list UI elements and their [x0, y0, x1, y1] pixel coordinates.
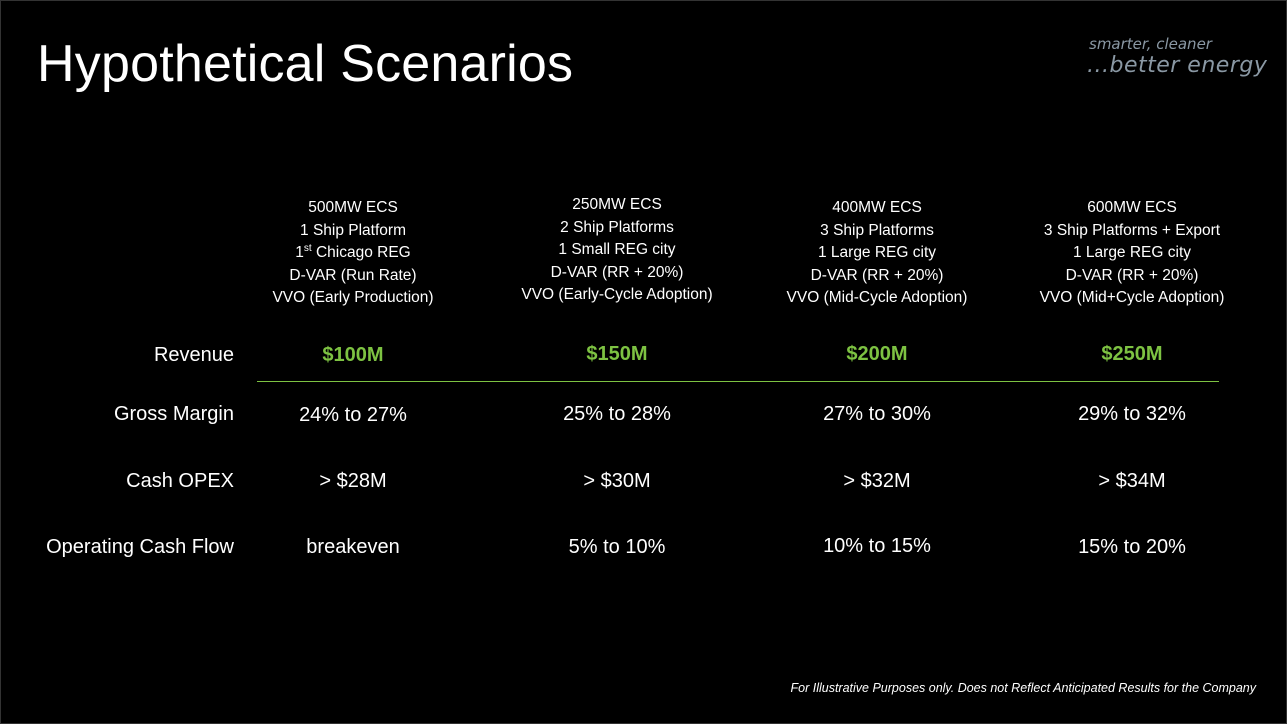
revenue-divider-line	[257, 381, 1219, 382]
scenario-4-line-2: 3 Ship Platforms + Export	[1043, 221, 1221, 239]
scenario-2-cash-opex: > $30M	[583, 470, 651, 492]
scenario-1-description: 500MW ECS 1 Ship Platform 1st Chicago RE…	[223, 197, 483, 310]
scenario-2-line-5: VVO (Early-Cycle Adoption)	[521, 286, 713, 303]
scenario-3-description: 400MW ECS 3 Ship Platforms 1 Large REG c…	[747, 197, 1007, 310]
scenario-2-operating-cash-flow: 5% to 10%	[568, 536, 666, 558]
scenario-3-line-5: VVO (Mid-Cycle Adoption)	[786, 289, 968, 306]
scenario-2-line-3: 1 Small REG city	[558, 241, 676, 258]
scenario-1-ordinal: 1	[295, 244, 304, 261]
scenario-2-gross-margin: 25% to 28%	[563, 403, 671, 425]
scenario-1-gross-margin: 24% to 27%	[299, 404, 407, 426]
scenario-2-description: 250MW ECS 2 Ship Platforms 1 Small REG c…	[487, 194, 747, 307]
scenario-1-line-2: 1 Ship Platform	[300, 221, 406, 239]
scenario-2-line-2: 2 Ship Platforms	[560, 218, 674, 236]
scenario-1-line-1: 500MW ECS	[308, 199, 398, 216]
logo-tagline-line2: ...better energy	[1087, 53, 1268, 78]
scenario-1-revenue: $100M	[322, 344, 384, 366]
company-logo: smarter, cleaner ...better energy	[1087, 35, 1267, 79]
scenario-1-cash-opex: > $28M	[319, 470, 387, 492]
scenario-4-gross-margin: 29% to 32%	[1078, 403, 1186, 425]
scenario-2-line-4: D-VAR (RR + 20%)	[550, 263, 684, 281]
scenario-4-line-4: D-VAR (RR + 20%)	[1065, 266, 1199, 284]
scenario-1-ordinal-suffix: st	[303, 242, 312, 254]
row-label-revenue: Revenue	[153, 344, 234, 366]
logo-tagline-line1: smarter, cleaner	[1089, 35, 1212, 53]
scenario-4-description: 600MW ECS 3 Ship Platforms + Export 1 La…	[1002, 197, 1262, 310]
scenario-3-line-3: 1 Large REG city	[817, 244, 937, 261]
scenario-3-line-1: 400MW ECS	[832, 199, 922, 216]
scenario-1-line-3: 1st Chicago REG	[223, 242, 483, 265]
scenario-2-revenue: $150M	[586, 343, 648, 365]
scenario-3-line-2: 3 Ship Platforms	[820, 221, 934, 239]
row-label-gross-margin: Gross Margin	[113, 403, 234, 425]
scenario-1-line-4: D-VAR (Run Rate)	[289, 266, 417, 284]
scenario-1-line-5: VVO (Early Production)	[272, 289, 434, 306]
scenario-4-cash-opex: > $34M	[1098, 470, 1166, 492]
row-label-operating-cash-flow: Operating Cash Flow	[46, 536, 234, 558]
scenario-1-operating-cash-flow: breakeven	[306, 536, 400, 558]
scenario-3-gross-margin: 27% to 30%	[823, 403, 931, 425]
scenario-4-operating-cash-flow: 15% to 20%	[1078, 536, 1186, 558]
disclaimer-footnote: For Illustrative Purposes only. Does not…	[790, 681, 1257, 695]
scenario-3-operating-cash-flow: 10% to 15%	[823, 535, 931, 557]
row-label-cash-opex: Cash OPEX	[126, 470, 234, 492]
scenario-3-cash-opex: > $32M	[843, 470, 911, 492]
scenario-3-line-4: D-VAR (RR + 20%)	[810, 266, 944, 284]
scenario-1-line-3-text: Chicago REG	[315, 244, 411, 261]
scenario-4-line-3: 1 Large REG city	[1072, 244, 1192, 261]
slide-title: Hypothetical Scenarios	[37, 35, 574, 93]
scenario-4-line-1: 600MW ECS	[1087, 199, 1177, 216]
scenario-2-line-1: 250MW ECS	[572, 196, 662, 213]
scenario-4-revenue: $250M	[1101, 343, 1163, 365]
scenario-3-revenue: $200M	[846, 343, 908, 365]
scenario-4-line-5: VVO (Mid+Cycle Adoption)	[1039, 289, 1225, 306]
